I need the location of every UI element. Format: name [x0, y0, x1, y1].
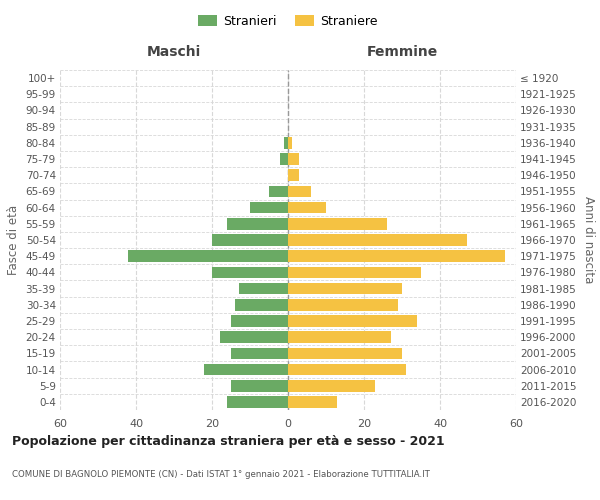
- Text: Maschi: Maschi: [147, 44, 201, 59]
- Bar: [288, 332, 391, 343]
- Bar: [288, 218, 387, 230]
- Bar: [205, 364, 288, 376]
- Text: COMUNE DI BAGNOLO PIEMONTE (CN) - Dati ISTAT 1° gennaio 2021 - Elaborazione TUTT: COMUNE DI BAGNOLO PIEMONTE (CN) - Dati I…: [12, 470, 430, 479]
- Bar: [231, 315, 288, 327]
- Bar: [288, 250, 505, 262]
- Bar: [288, 299, 398, 310]
- Bar: [212, 266, 288, 278]
- Bar: [231, 348, 288, 359]
- Bar: [284, 137, 288, 148]
- Bar: [235, 299, 288, 310]
- Bar: [288, 282, 402, 294]
- Bar: [212, 234, 288, 246]
- Text: Femmine: Femmine: [367, 44, 437, 59]
- Bar: [227, 396, 288, 407]
- Bar: [288, 266, 421, 278]
- Bar: [288, 380, 376, 392]
- Bar: [231, 380, 288, 392]
- Bar: [227, 218, 288, 230]
- Text: Popolazione per cittadinanza straniera per età e sesso - 2021: Popolazione per cittadinanza straniera p…: [12, 435, 445, 448]
- Bar: [288, 153, 299, 165]
- Legend: Stranieri, Straniere: Stranieri, Straniere: [194, 11, 382, 32]
- Bar: [288, 137, 292, 148]
- Bar: [288, 186, 311, 198]
- Bar: [220, 332, 288, 343]
- Bar: [269, 186, 288, 198]
- Y-axis label: Fasce di età: Fasce di età: [7, 205, 20, 275]
- Bar: [288, 202, 326, 213]
- Bar: [288, 364, 406, 376]
- Bar: [128, 250, 288, 262]
- Bar: [250, 202, 288, 213]
- Bar: [288, 234, 467, 246]
- Bar: [288, 315, 417, 327]
- Bar: [239, 282, 288, 294]
- Bar: [288, 396, 337, 407]
- Y-axis label: Anni di nascita: Anni di nascita: [583, 196, 595, 284]
- Bar: [288, 348, 402, 359]
- Bar: [280, 153, 288, 165]
- Bar: [288, 170, 299, 181]
